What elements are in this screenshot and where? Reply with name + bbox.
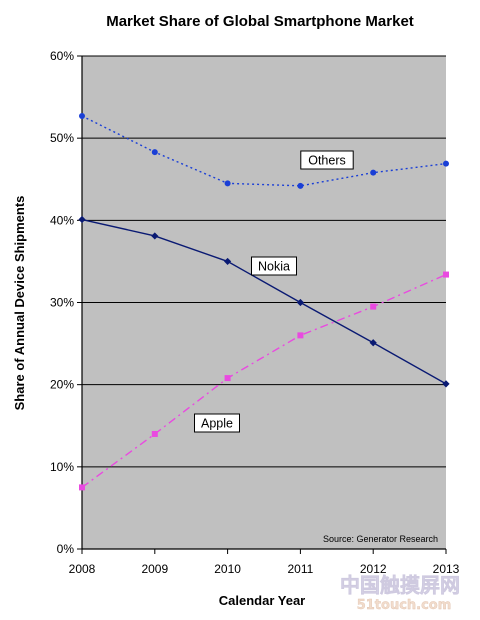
point-nokia-2013 (442, 380, 450, 388)
point-nokia-2010 (224, 257, 232, 266)
annotations: Others Nokia Apple Source: Generator Resear… (194, 150, 438, 544)
watermark: 中国触摸屏网 51touch.com (340, 573, 461, 614)
x-tick-label: 2009 (141, 562, 168, 576)
x-tick-label: 2012 (360, 562, 387, 576)
series-line-nokia (81, 218, 447, 385)
annotation-others-box (300, 150, 354, 170)
series-line-apple (81, 273, 447, 488)
annotation-nokia-label: Nokia (258, 260, 290, 274)
x-axis-title: Calendar Year (219, 593, 305, 608)
x-tick-label: 2010 (214, 562, 241, 576)
y-tick-label: 60% (50, 49, 74, 63)
annotation-apple-box (194, 413, 240, 433)
point-apple-2012 (370, 303, 377, 310)
y-tick-label: 40% (50, 213, 74, 227)
chart-title: Market Share of Global Smartphone Market (106, 13, 414, 30)
gridlines (82, 55, 446, 468)
y-axis-ticks: 0% 10% 20% 30% 40% 50% 60% (50, 49, 82, 556)
point-nokia-2008 (78, 215, 86, 224)
point-others-2013 (443, 160, 449, 167)
y-tick-label: 50% (50, 131, 74, 145)
y-axis-title: Share of Annual Device Shipments (12, 196, 27, 411)
point-nokia-2011 (296, 298, 304, 307)
point-apple-2011 (297, 332, 304, 339)
x-tick-label: 2008 (69, 562, 96, 576)
point-apple-2010 (224, 375, 231, 382)
annotation-apple-label: Apple (201, 417, 233, 431)
point-apple-2009 (151, 430, 158, 437)
series-nokia (78, 215, 450, 388)
point-nokia-2012 (369, 339, 377, 347)
y-tick-label: 20% (50, 378, 74, 392)
series-others (79, 112, 449, 189)
point-others-2011 (297, 182, 304, 189)
annotation-nokia-box (251, 256, 297, 276)
point-others-2012 (370, 169, 377, 176)
y-tick-label: 0% (57, 542, 75, 556)
point-others-2008 (79, 112, 85, 119)
x-axis-ticks: 2008 2009 2010 2011 2012 2013 (69, 549, 460, 576)
point-apple-2013 (443, 271, 449, 278)
watermark-line1: 中国触摸屏网 (340, 573, 460, 597)
watermark-line2: 51touch.com (357, 598, 452, 613)
source-note: Source: Generator Research (323, 534, 438, 544)
y-tick-label: 10% (50, 460, 74, 474)
series-line-others (81, 115, 447, 187)
y-tick-label: 30% (50, 296, 74, 310)
point-nokia-2009 (151, 232, 159, 240)
series-apple (79, 271, 449, 491)
point-others-2009 (151, 149, 158, 156)
point-others-2010 (224, 180, 231, 187)
annotation-others-label: Others (308, 154, 346, 168)
x-tick-label: 2011 (287, 562, 313, 576)
point-apple-2008 (79, 484, 85, 491)
series-layer (78, 112, 450, 491)
x-tick-label: 2013 (433, 562, 460, 576)
